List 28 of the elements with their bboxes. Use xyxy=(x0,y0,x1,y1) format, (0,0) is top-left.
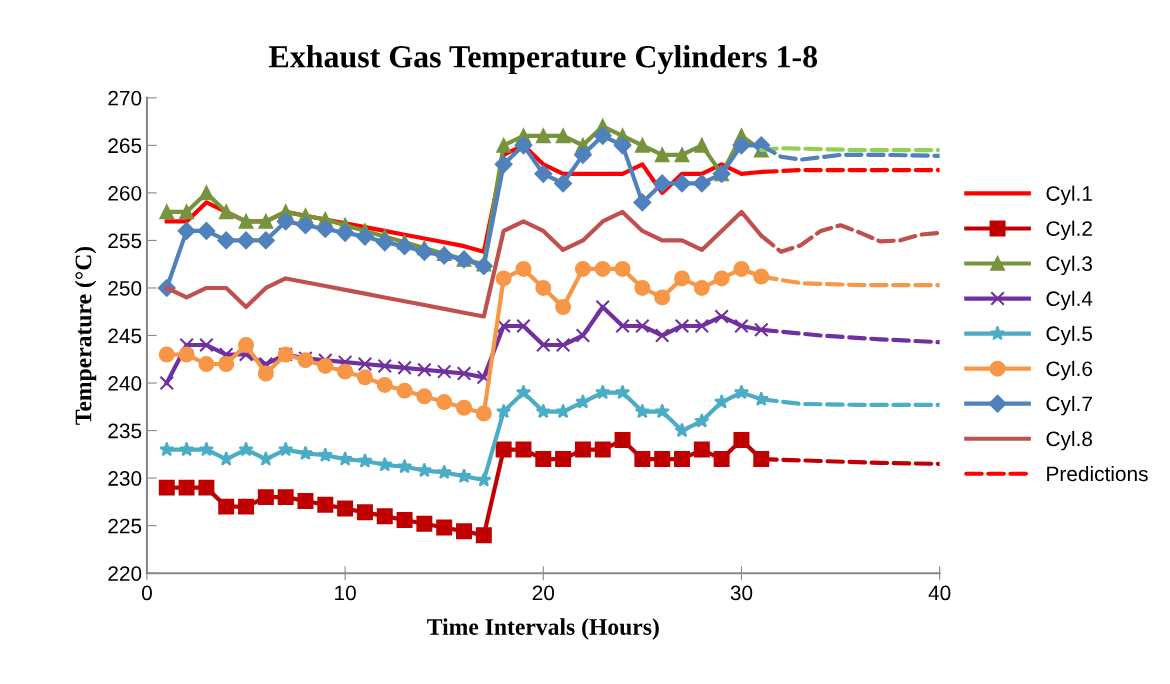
y-tick-label: 245 xyxy=(108,328,142,344)
x-tick-label: 40 xyxy=(928,585,951,601)
legend-label: Cyl.1 xyxy=(1046,185,1092,206)
y-tick-label: 255 xyxy=(108,233,142,249)
y-tick-label: 235 xyxy=(108,423,142,439)
chart-title: Exhaust Gas Temperature Cylinders 1-8 xyxy=(269,45,818,75)
y-tick-label: 240 xyxy=(108,376,142,391)
legend-label: Cyl.3 xyxy=(1046,255,1093,276)
y-tick-label: 270 xyxy=(108,90,142,106)
legend-label: Cyl.6 xyxy=(1046,360,1093,381)
x-tick-label: 10 xyxy=(335,585,356,601)
x-axis-title: Time Intervals (Hours) xyxy=(427,618,659,640)
y-tick-label: 220 xyxy=(108,566,142,581)
y-tick-label: 250 xyxy=(108,280,142,296)
legend-label: Cyl.4 xyxy=(1046,290,1093,311)
y-tick-label: 230 xyxy=(108,471,142,486)
y-axis-title: Temperature (°C) xyxy=(74,246,97,425)
legend-label: Cyl.5 xyxy=(1046,325,1093,346)
x-tick-label: 20 xyxy=(532,585,555,601)
y-tick-label: 260 xyxy=(108,185,142,201)
legend-label: Cyl.2 xyxy=(1046,220,1092,241)
y-tick-label: 265 xyxy=(108,138,142,154)
legend-label: Predictions xyxy=(1047,465,1148,482)
y-tick-label: 225 xyxy=(108,518,142,534)
legend-label: Cyl.7 xyxy=(1046,395,1092,416)
x-tick-label: 0 xyxy=(141,585,152,601)
x-tick-label: 30 xyxy=(730,585,753,601)
legend-label: Cyl.8 xyxy=(1046,430,1093,451)
